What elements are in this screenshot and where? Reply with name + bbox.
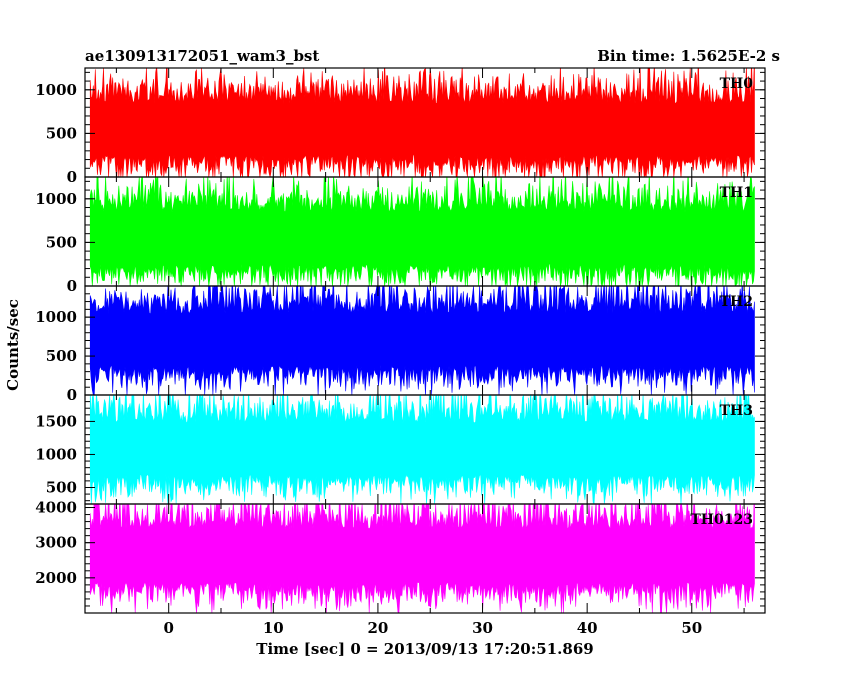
- panel-label-th2: TH2: [720, 294, 753, 310]
- panel-label-th0123: TH0123: [690, 512, 753, 528]
- y-tick-label: 1000: [35, 190, 77, 208]
- x-axis-title: Time [sec] 0 = 2013/09/13 17:20:51.869: [256, 640, 593, 658]
- panel-th3: 500 1000 1500 TH3: [35, 394, 766, 505]
- series-th0123-trace: [89, 504, 755, 613]
- y-tick-label: 4000: [35, 499, 77, 517]
- chart-title-right: Bin time: 1.5625E-2 s: [597, 47, 780, 65]
- series-th0-trace: [89, 68, 755, 177]
- x-tick-label: 40: [577, 619, 598, 637]
- y-tick-label: 500: [46, 347, 77, 365]
- y-tick-label: 500: [46, 233, 77, 251]
- series-th1-trace: [89, 177, 755, 286]
- panel-label-th3: TH3: [720, 403, 753, 419]
- panel-label-th0: TH0: [720, 76, 754, 92]
- y-tick-label: 1500: [35, 412, 77, 430]
- panel-frame: [84, 503, 766, 614]
- y-tick-label: 0: [67, 168, 77, 186]
- y-tick-label: 1000: [35, 81, 77, 99]
- y-tick-label: 2000: [35, 569, 77, 587]
- y-axis-title: Counts/sec: [4, 299, 22, 391]
- panel-th0123: 2000 3000 4000 TH0123: [35, 499, 766, 614]
- y-tick-label: 1000: [35, 308, 77, 326]
- series-th2-trace: [89, 286, 755, 395]
- x-tick-label: 20: [367, 619, 388, 637]
- y-tick-label: 0: [67, 386, 77, 404]
- panel-label-th1: TH1: [720, 185, 753, 201]
- series-th3-trace: [89, 395, 755, 504]
- x-tick-label: 0: [163, 619, 173, 637]
- y-tick-label: 0: [67, 277, 77, 295]
- y-tick-label: 1000: [35, 445, 77, 463]
- panel-th1: 0 500 1000 TH1: [35, 176, 766, 295]
- x-tick-label: 30: [472, 619, 493, 637]
- panel-th2: 0 500 1000 TH2: [35, 285, 766, 404]
- x-tick-label: 50: [681, 619, 702, 637]
- panel-th0: 0 500 1000 TH0: [35, 67, 766, 186]
- y-tick-label: 500: [46, 124, 77, 142]
- chart-title-left: ae130913172051_wam3_bst: [85, 47, 319, 65]
- y-tick-label: 3000: [35, 534, 77, 552]
- y-tick-label: 500: [46, 478, 77, 496]
- x-tick-label: 10: [263, 619, 284, 637]
